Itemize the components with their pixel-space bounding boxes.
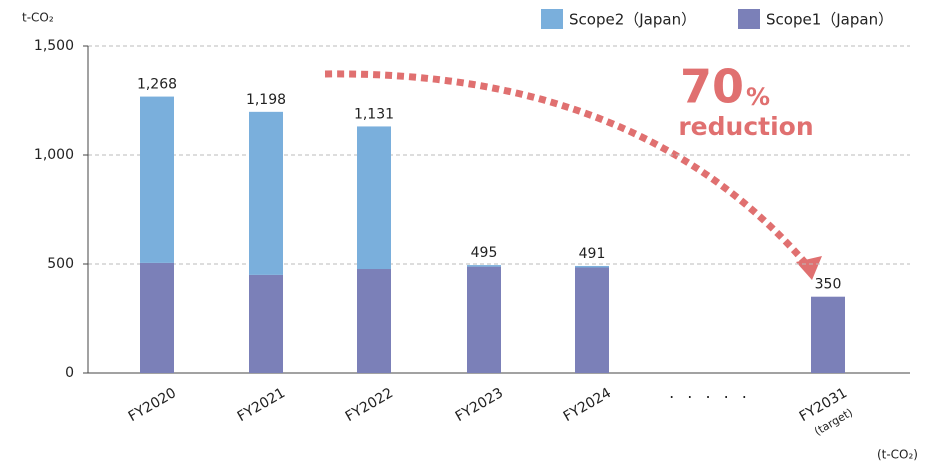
bar bbox=[140, 262, 174, 373]
y-tick-label: 500 bbox=[47, 256, 74, 272]
bar bbox=[811, 296, 845, 373]
arrow bbox=[324, 70, 811, 269]
bar bbox=[357, 126, 391, 270]
y-tick-label: 1,500 bbox=[34, 38, 74, 54]
y-tick-label: 1,000 bbox=[34, 147, 74, 163]
y-unit: t-CO₂ bbox=[22, 11, 54, 25]
bar bbox=[467, 265, 501, 267]
total-label: 1,131 bbox=[354, 106, 394, 122]
arrow-head bbox=[796, 256, 822, 280]
x-tick-label: FY2024 bbox=[561, 385, 614, 425]
total-label: 350 bbox=[815, 277, 842, 293]
legend-label: Scope2（Japan） bbox=[569, 11, 696, 29]
legend-label: Scope1（Japan） bbox=[766, 11, 893, 29]
annotation-text: reduction bbox=[678, 112, 813, 141]
bar bbox=[575, 267, 609, 373]
annotation-number: 70 bbox=[680, 60, 744, 114]
bar bbox=[249, 111, 283, 275]
footnote: (t-CO₂) bbox=[877, 448, 918, 462]
legend-swatch bbox=[738, 9, 760, 29]
x-tick-label: FY2021 bbox=[235, 385, 288, 425]
total-label: 1,268 bbox=[137, 77, 177, 93]
annotation-unit: % bbox=[746, 83, 770, 111]
bar bbox=[357, 269, 391, 373]
legend-swatch bbox=[541, 9, 563, 29]
bar bbox=[575, 265, 609, 268]
x-tick-label: FY2020 bbox=[126, 385, 179, 425]
total-label: 1,198 bbox=[246, 92, 286, 108]
x-tick-label: · · · · · bbox=[669, 388, 751, 407]
x-tick-label: FY2022 bbox=[343, 385, 396, 425]
total-label: 495 bbox=[471, 245, 498, 261]
x-tick-label: FY2023 bbox=[453, 385, 506, 425]
bar bbox=[467, 266, 501, 373]
total-label: 491 bbox=[579, 246, 606, 262]
bar bbox=[249, 274, 283, 373]
bar bbox=[140, 96, 174, 263]
y-tick-label: 0 bbox=[65, 365, 74, 381]
